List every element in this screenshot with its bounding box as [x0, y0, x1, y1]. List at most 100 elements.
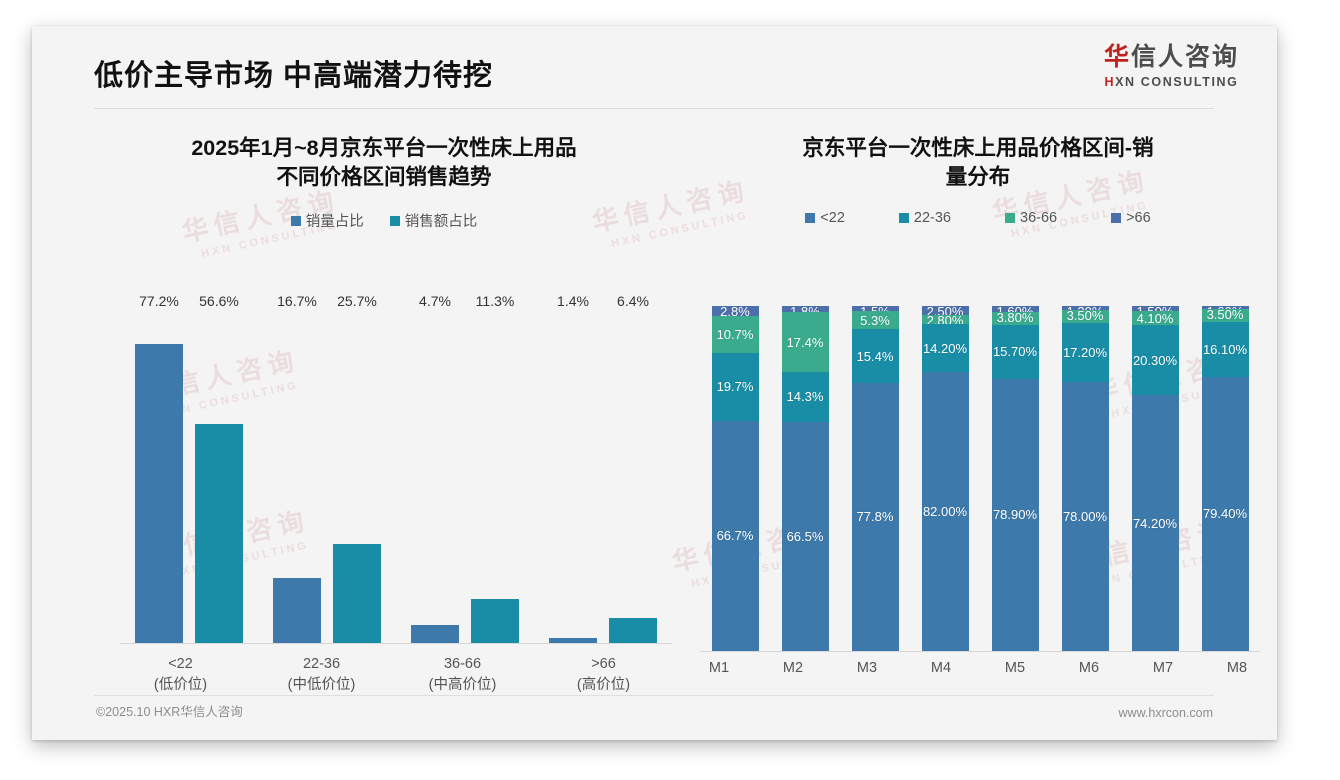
stack-segment-label: 19.7%	[716, 379, 754, 395]
month-tick-label: M3	[856, 660, 878, 676]
stack-segment[interactable]: 4.10%	[1131, 310, 1179, 326]
brand-logo: 华信人咨询 HXN CONSULTING	[1103, 43, 1239, 88]
left-legend-item[interactable]: 销量占比	[290, 210, 364, 231]
legend-swatch-icon	[290, 215, 301, 226]
right-legend-item[interactable]: >66	[1111, 210, 1151, 226]
slide-canvas: 华信人咨询 HXN CONSULTING 华信人咨询 HXN CONSULTIN…	[32, 26, 1277, 740]
stacked-bar-column[interactable]: 1.50%4.10%20.30%74.20%	[1120, 304, 1190, 652]
stacked-bar[interactable]: 2.8% 10.7% 19.7% 66.7%	[711, 304, 759, 651]
category-tick-sublabel: (高价位)	[576, 677, 631, 694]
right-legend-item[interactable]: 36-66	[1005, 210, 1057, 226]
stacked-bar-column[interactable]: 1.8%17.4%14.3%66.5%	[770, 304, 840, 651]
bar-column[interactable]: 25.7%	[333, 293, 381, 643]
legend-label: <22	[820, 210, 845, 227]
bar[interactable]: 25.7%	[333, 293, 381, 643]
bar-column[interactable]: 77.2%	[135, 293, 183, 643]
right-legend-item[interactable]: 22-36	[898, 210, 951, 227]
month-tick-label: M4	[930, 660, 952, 676]
stacked-bar[interactable]: 1.5%5.3%15.4%77.8%	[851, 304, 899, 651]
stack-segment[interactable]: 15.4%	[851, 329, 899, 383]
stack-segment-label: 2.80%	[926, 312, 964, 328]
stacked-bar[interactable]: 1.00%3.50%16.10%79.40%	[1201, 304, 1249, 651]
stack-segment[interactable]: 66.5%	[781, 421, 829, 651]
stack-segment-label: 3.50%	[1066, 308, 1104, 324]
stack-segment[interactable]: 79.40%	[1201, 377, 1249, 651]
stacked-bar[interactable]: 2.50% 2.80% 14.20% 82.00%	[921, 304, 969, 651]
stacked-bar-column[interactable]: 1.60%3.80%15.70%78.90%	[980, 304, 1050, 651]
stack-segment[interactable]: 78.90%	[991, 378, 1039, 651]
stack-segment-label: 66.7%	[716, 528, 754, 544]
bar[interactable]: 56.6%	[195, 293, 243, 643]
stack-segment[interactable]: 16.10%	[1201, 321, 1249, 378]
legend-label: 36-66	[1020, 210, 1058, 227]
logo-cn-red: 华	[1103, 43, 1131, 71]
bar-column[interactable]: 4.7%	[411, 293, 459, 643]
bar[interactable]: 6.4%	[609, 293, 657, 643]
stack-segment-label: 10.7%	[716, 326, 754, 342]
stack-segment[interactable]: 66.7%	[711, 420, 759, 651]
bar-column[interactable]: 11.3%	[471, 293, 519, 643]
stack-segment[interactable]: 3.50%	[1061, 308, 1109, 324]
left-legend-item[interactable]: 销售额占比	[389, 210, 478, 231]
bar[interactable]: 1.4%	[549, 293, 597, 643]
stack-segment[interactable]: 82.00%	[921, 372, 969, 651]
stack-segment-label: 16.10%	[1202, 341, 1248, 357]
bar-column[interactable]: 6.4%	[609, 293, 657, 643]
bar[interactable]: 4.7%	[411, 293, 459, 643]
stack-segment[interactable]: 17.4%	[781, 312, 829, 373]
stack-segment-label: 5.3%	[860, 312, 890, 328]
bar-column[interactable]: 16.7%	[273, 293, 321, 643]
stack-segment-label: 20.30%	[1132, 352, 1178, 368]
stack-segment-label: 79.40%	[1202, 506, 1248, 522]
stack-segment[interactable]: 2.8%	[711, 304, 759, 319]
bar-column[interactable]: 1.4%	[549, 293, 597, 643]
left-chart-legend: 销量占比 销售额占比	[94, 210, 674, 231]
stack-segment[interactable]: 15.70%	[991, 324, 1039, 379]
logo-cn-gray: 信人咨询	[1130, 43, 1239, 71]
stack-segment[interactable]: 20.30%	[1131, 325, 1179, 396]
stack-segment[interactable]: 74.20%	[1131, 395, 1179, 652]
stack-segment[interactable]: 78.00%	[1061, 381, 1109, 651]
stacked-bar[interactable]: 1.8%17.4%14.3%66.5%	[781, 304, 829, 651]
right-chart-plot: 2.8%10.7%19.7%66.7%1.8%17.4%14.3%66.5%1.…	[700, 304, 1260, 652]
category-tick-name: >66	[591, 656, 616, 672]
bar-value-label: 6.4%	[617, 293, 649, 309]
stack-segment[interactable]: 17.20%	[1061, 322, 1109, 382]
legend-label: 销售额占比	[404, 214, 478, 231]
bar-group: 16.7% 25.7%	[258, 293, 396, 643]
stacked-bar-column[interactable]: 1.30%3.50%17.20%78.00%	[1050, 304, 1120, 651]
legend-swatch-icon	[389, 215, 400, 226]
category-tick-label: >66 (高价位)	[533, 654, 674, 696]
bar-group: 77.2% 56.6%	[120, 293, 258, 643]
stack-segment[interactable]: 14.20%	[921, 324, 969, 373]
stack-segment-label: 17.4%	[786, 334, 824, 350]
stacked-bar[interactable]: 1.30%3.50%17.20%78.00%	[1061, 304, 1109, 651]
stack-segment[interactable]: 77.8%	[851, 382, 899, 651]
bar-value-label: 1.4%	[557, 293, 589, 309]
footer-website[interactable]: www.hxrcon.com	[1118, 706, 1213, 720]
stack-segment[interactable]: 3.50%	[1201, 307, 1249, 322]
stack-segment-label: 17.20%	[1062, 344, 1108, 360]
right-legend-item[interactable]: <22	[805, 210, 845, 226]
stack-segment[interactable]: 10.7%	[711, 315, 759, 353]
stacked-bar-column[interactable]: 2.8% 10.7% 19.7% 66.7%	[700, 304, 770, 651]
stacked-bar[interactable]: 1.60%3.80%15.70%78.90%	[991, 304, 1039, 651]
stack-segment[interactable]: 14.3%	[781, 372, 829, 422]
stacked-bar-column[interactable]: 1.5%5.3%15.4%77.8%	[840, 304, 910, 651]
stack-segment[interactable]: 19.7%	[711, 352, 759, 421]
stacked-bar-column[interactable]: 1.00%3.50%16.10%79.40%	[1190, 304, 1260, 651]
right-chart-legend: <22 22-36 36-66 >66	[682, 210, 1274, 226]
bar[interactable]: 11.3%	[471, 293, 519, 643]
bar[interactable]: 77.2%	[135, 293, 183, 643]
stack-segment-label: 4.10%	[1136, 310, 1174, 326]
bar-column[interactable]: 56.6%	[195, 293, 243, 643]
stacked-bar[interactable]: 1.50%4.10%20.30%74.20%	[1131, 304, 1179, 652]
stack-segment-label: 3.80%	[996, 309, 1034, 325]
stack-segment[interactable]: 3.80%	[991, 309, 1039, 325]
stack-segment[interactable]: 2.80%	[921, 312, 969, 328]
legend-label: 22-36	[913, 210, 951, 227]
stacked-bar-column[interactable]: 2.50% 2.80% 14.20% 82.00%	[910, 304, 980, 651]
stack-segment[interactable]: 5.3%	[851, 311, 899, 330]
slide-header: 低价主导市场 中高端潜力待挖 华信人咨询 HXN CONSULTING	[32, 26, 1277, 108]
bar[interactable]: 16.7%	[273, 293, 321, 643]
